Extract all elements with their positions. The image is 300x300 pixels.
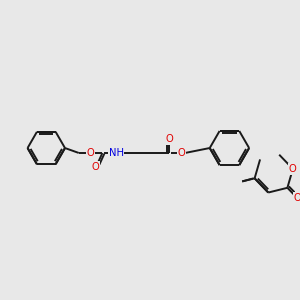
Text: NH: NH xyxy=(109,148,124,158)
Text: O: O xyxy=(293,193,300,203)
Text: O: O xyxy=(289,164,297,174)
Text: O: O xyxy=(92,162,99,172)
Text: O: O xyxy=(87,148,94,158)
Text: O: O xyxy=(166,134,173,144)
Text: O: O xyxy=(177,148,185,158)
